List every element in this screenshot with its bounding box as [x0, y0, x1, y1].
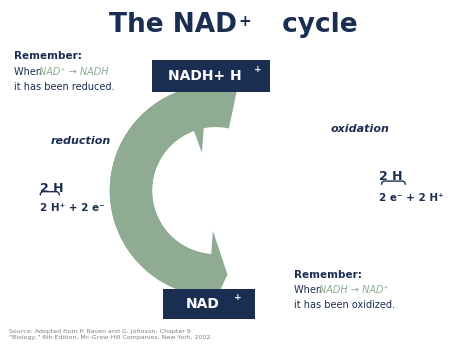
Text: Source: Adopted from P. Raven and G. Johnson, Chapter 9
"Biology," 6th Edition, : Source: Adopted from P. Raven and G. Joh… [9, 329, 213, 340]
Text: NADH+ H: NADH+ H [168, 69, 242, 83]
Text: NAD: NAD [186, 297, 220, 311]
Polygon shape [207, 231, 228, 319]
Text: +: + [254, 65, 261, 74]
Text: NAD⁺ → NADH: NAD⁺ → NADH [39, 67, 109, 77]
Polygon shape [110, 90, 207, 295]
Text: Remember:: Remember: [294, 270, 362, 280]
Text: cycle: cycle [273, 12, 357, 38]
Text: +: + [234, 293, 242, 303]
Text: The NAD: The NAD [109, 12, 237, 38]
Text: 2 e⁻ + 2 H⁺: 2 e⁻ + 2 H⁺ [379, 193, 444, 203]
Text: +: + [238, 14, 251, 29]
FancyBboxPatch shape [163, 288, 255, 318]
Text: 2 H: 2 H [379, 170, 403, 183]
Text: reduction: reduction [50, 136, 111, 146]
Text: 2 H: 2 H [40, 183, 64, 195]
Text: 2 H⁺ + 2 e⁻: 2 H⁺ + 2 e⁻ [40, 203, 105, 213]
Text: oxidation: oxidation [331, 124, 390, 134]
Text: NADH → NAD⁺: NADH → NAD⁺ [319, 285, 388, 295]
Text: When: When [14, 67, 46, 77]
Text: When: When [294, 285, 325, 295]
Text: it has been reduced.: it has been reduced. [14, 82, 115, 92]
FancyBboxPatch shape [152, 60, 270, 92]
Text: it has been oxidized.: it has been oxidized. [294, 300, 395, 310]
Polygon shape [110, 85, 237, 297]
Text: Remember:: Remember: [14, 51, 82, 61]
Polygon shape [172, 69, 205, 153]
